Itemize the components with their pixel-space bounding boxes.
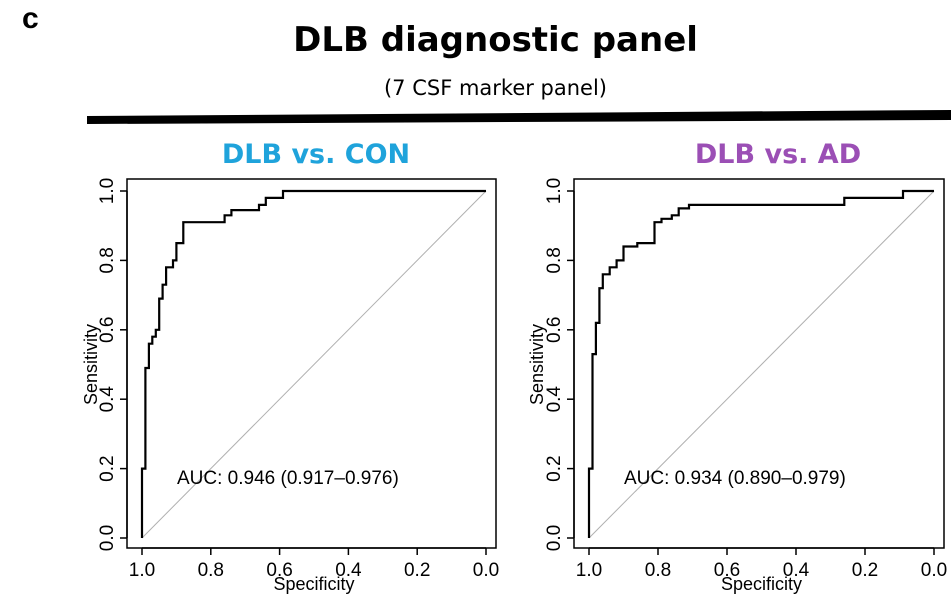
- auc-annotation: AUC: 0.934 (0.890–0.979): [624, 468, 846, 489]
- y-tick-label: 0.2: [544, 455, 565, 481]
- y-tick-label: 1.0: [544, 178, 565, 204]
- y-axis-label: Sensitivity: [81, 324, 101, 405]
- x-axis-label: Specificity: [273, 574, 354, 594]
- x-tick-label: 0.6: [714, 560, 740, 581]
- x-tick-label: 0.4: [783, 560, 810, 581]
- y-tick-label: 1.0: [97, 178, 118, 204]
- auc-annotation: AUC: 0.946 (0.917–0.976): [177, 468, 399, 489]
- y-tick-label: 0.0: [97, 525, 118, 551]
- y-tick-label: 0.4: [544, 386, 565, 413]
- x-tick-label: 0.4: [335, 560, 362, 581]
- plot-title: DLB vs. AD: [695, 139, 861, 170]
- x-tick-label: 0.2: [404, 560, 430, 581]
- roc-plot-1: DLB vs. CON 1.0 0.8 0.6 0.4 0.2 0.0 Specificity…: [81, 139, 499, 594]
- plot-frame: [573, 178, 945, 549]
- roc-curve: [140, 189, 486, 538]
- plot-title: DLB vs. CON: [222, 139, 410, 170]
- figure-title: DLB diagnostic panel: [293, 20, 698, 60]
- y-tick-label: 0.6: [544, 317, 565, 343]
- y-tick-label: 0.0: [544, 525, 565, 551]
- x-tick-label: 0.0: [473, 560, 499, 581]
- x-axis-label: Specificity: [721, 574, 802, 594]
- y-tick-label: 0.8: [97, 247, 118, 273]
- header-rule: [87, 110, 951, 124]
- panel-letter: c: [22, 2, 39, 35]
- x-tick-label: 1.0: [129, 560, 155, 581]
- x-tick-label: 0.2: [852, 560, 878, 581]
- roc-curve: [587, 189, 934, 538]
- y-tick-label: 0.2: [97, 455, 118, 481]
- x-tick-label: 0.6: [266, 560, 292, 581]
- y-tick-label: 0.4: [97, 386, 118, 413]
- figure-subtitle: (7 CSF marker panel): [383, 76, 608, 100]
- y-axis-label: Sensitivity: [527, 324, 547, 405]
- y-tick-label: 0.6: [97, 317, 118, 343]
- x-tick-label: 1.0: [576, 560, 602, 581]
- x-tick-label: 0.8: [645, 560, 671, 581]
- y-tick-label: 0.8: [544, 247, 565, 273]
- roc-plot-2: DLB vs. AD1.0 0.8 0.6 0.4 0.2 0.0Specificity0…: [527, 139, 947, 594]
- diagonal-reference-line: [588, 190, 935, 539]
- diagonal-reference-line: [141, 190, 487, 539]
- x-tick-label: 0.0: [921, 560, 947, 581]
- x-tick-label: 0.8: [198, 560, 224, 581]
